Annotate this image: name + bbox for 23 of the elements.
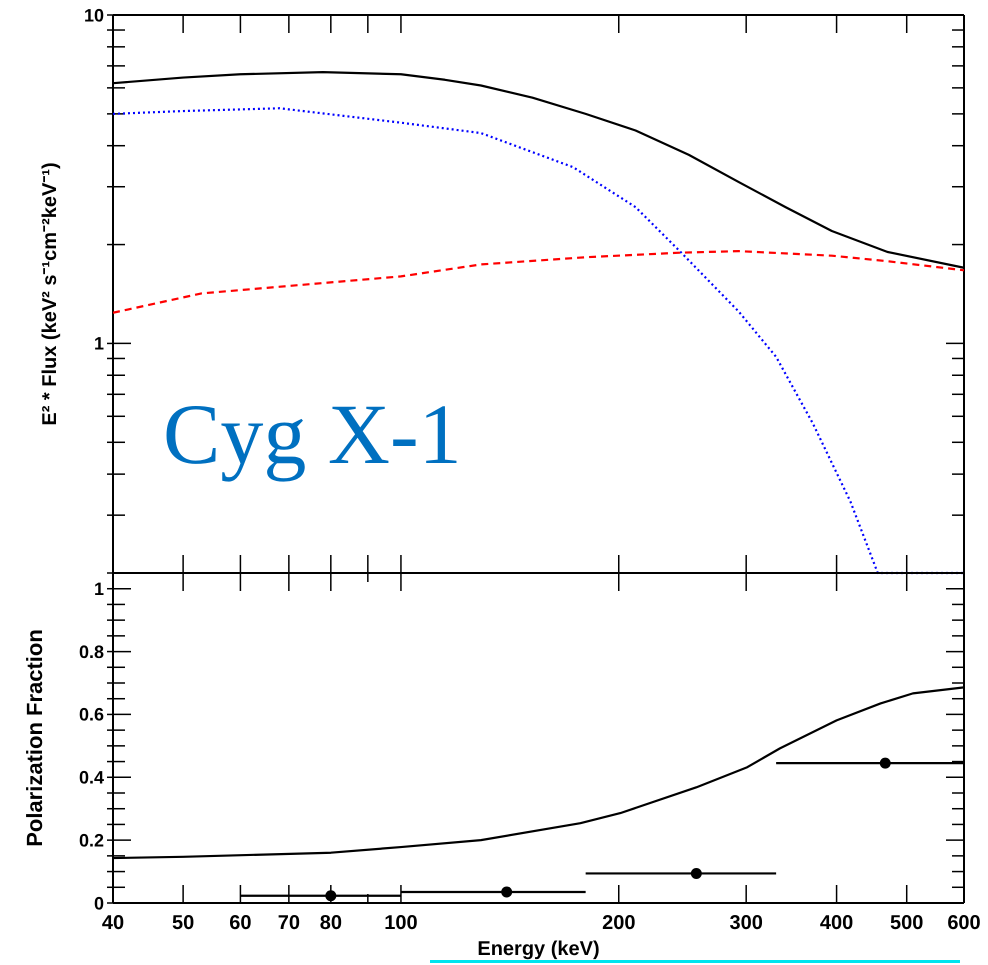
x-tick-label: 300	[729, 912, 763, 934]
y-tick-label: 0.4	[78, 768, 104, 788]
annotation: Cyg X-1	[163, 386, 462, 482]
x-tick-label: 40	[102, 912, 124, 934]
x-tick-label: 100	[384, 912, 418, 934]
x-tick-label: 70	[278, 912, 300, 934]
y-tick-label: 1	[94, 579, 104, 600]
x-tick-label: 500	[890, 912, 924, 934]
x-tick-label: 60	[229, 912, 252, 934]
x-tick-label: 600	[947, 912, 981, 934]
x-axis-title: Energy (keV)	[477, 938, 600, 960]
x-tick-label: 50	[172, 912, 194, 934]
x-tick-label: 400	[820, 912, 854, 934]
y-tick-label: 0.8	[78, 642, 104, 662]
y-tick-label: 0	[94, 893, 104, 914]
x-tick-label: 80	[320, 912, 342, 934]
y-tick-label: 1	[94, 334, 104, 354]
y-tick-label: 0.2	[78, 830, 104, 850]
y-axis-title: E² * Flux (keV² s⁻¹cm⁻²keV⁻¹)	[39, 162, 61, 426]
y-tick-label: 10	[84, 5, 104, 26]
y-axis-title: Polarization Fraction	[22, 629, 47, 847]
y-tick-label: 0.6	[78, 704, 104, 725]
x-tick-label: 200	[602, 912, 636, 934]
